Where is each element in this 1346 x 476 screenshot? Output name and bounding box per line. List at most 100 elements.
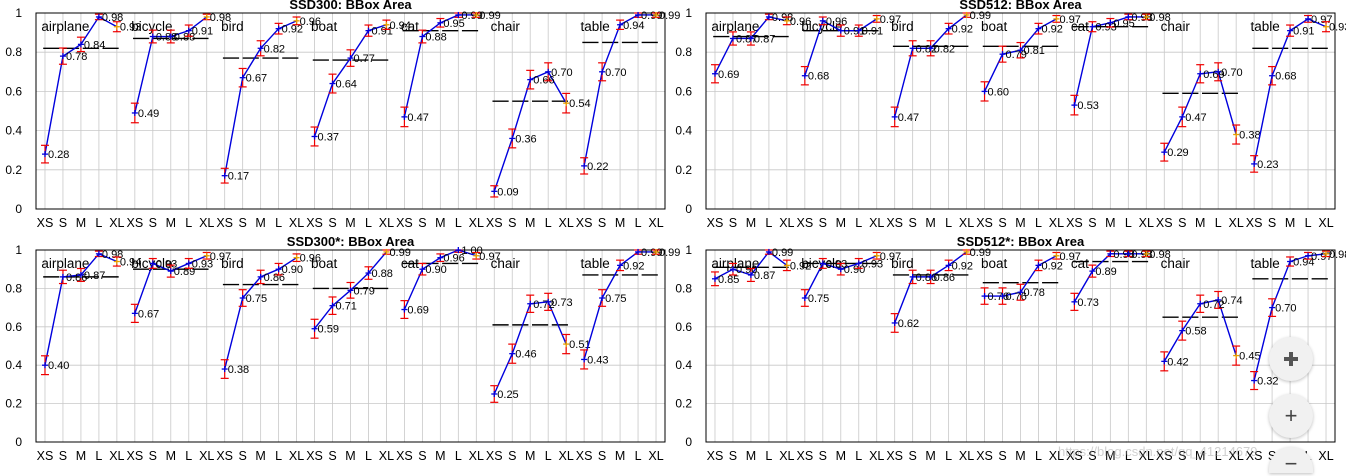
data-label: 0.36 [515, 133, 536, 145]
data-label: 0.43 [587, 354, 608, 366]
x-tick-label: L [1125, 449, 1132, 463]
x-tick-label: S [819, 216, 827, 230]
x-tick-label: XS [796, 449, 813, 463]
category-label: cat [1071, 19, 1089, 34]
category-label: chair [491, 256, 521, 271]
x-tick-label: S [238, 449, 246, 463]
data-label: 0.60 [988, 86, 1009, 98]
data-label: 0.98 [1131, 12, 1152, 24]
x-tick-label: M [166, 216, 176, 230]
x-tick-label: M [255, 449, 265, 463]
x-tick-label: M [746, 449, 756, 463]
data-label: 0.91 [192, 26, 213, 38]
data-label: 0.92 [282, 24, 303, 36]
data-label: 0.87 [754, 33, 775, 45]
x-tick-label: XL [959, 216, 974, 230]
x-tick-label: XL [469, 216, 484, 230]
y-tick-label: 0.2 [5, 397, 22, 411]
x-tick-label: XS [306, 216, 323, 230]
x-tick-label: L [945, 449, 952, 463]
x-tick-label: S [1268, 216, 1276, 230]
x-tick-label: S [819, 449, 827, 463]
x-tick-label: M [76, 216, 86, 230]
x-tick-label: XL [869, 216, 884, 230]
y-tick-label: 0.6 [675, 320, 692, 334]
x-tick-label: XL [1318, 216, 1333, 230]
data-label: 0.95 [1113, 18, 1134, 30]
data-label: 0.98 [1149, 249, 1170, 261]
x-tick-label: S [328, 216, 336, 230]
data-label: 0.99 [659, 10, 680, 22]
x-tick-label: XL [779, 216, 794, 230]
x-tick-label: XS [796, 216, 813, 230]
data-label: 0.96 [300, 16, 321, 28]
x-tick-label: S [508, 216, 516, 230]
x-tick-label: XS [976, 449, 993, 463]
data-label: 0.17 [228, 171, 249, 183]
category-label: cat [401, 19, 419, 34]
x-tick-label: XS [576, 216, 593, 230]
data-label: 0.98 [1113, 249, 1134, 261]
x-tick-label: M [615, 449, 625, 463]
data-label: 0.62 [898, 318, 919, 330]
data-label: 0.68 [1275, 71, 1296, 83]
data-label: 0.76 [988, 291, 1009, 303]
x-tick-label: XL [1318, 449, 1333, 463]
x-tick-label: L [765, 216, 772, 230]
x-tick-label: XS [707, 449, 724, 463]
data-label: 0.28 [48, 149, 69, 161]
x-tick-label: XL [559, 216, 574, 230]
y-tick-label: 0.4 [675, 358, 692, 372]
x-tick-label: L [1035, 449, 1042, 463]
x-tick-label: XS [126, 449, 143, 463]
zoom-in-button[interactable]: + [1269, 394, 1313, 438]
x-tick-label: XS [396, 216, 413, 230]
category-table: table 0.23 0.68 0.910.970.93 [1250, 14, 1346, 173]
y-tick-label: 0.6 [675, 84, 692, 98]
x-tick-label: L [545, 216, 552, 230]
x-tick-label: L [545, 449, 552, 463]
x-tick-label: L [1305, 216, 1312, 230]
x-tick-label: M [1015, 216, 1025, 230]
x-tick-label: XS [1156, 449, 1173, 463]
x-tick-label: L [945, 216, 952, 230]
x-tick-label: XL [109, 449, 124, 463]
x-tick-label: XS [1066, 216, 1083, 230]
data-label: 0.92 [623, 260, 644, 272]
x-tick-label: XS [886, 449, 903, 463]
plot-frame [705, 249, 1336, 443]
data-label: 0.79 [354, 285, 375, 297]
data-label: 0.74 [1221, 295, 1242, 307]
fit-screen-button[interactable] [1269, 337, 1313, 381]
x-tick-label: XS [486, 216, 503, 230]
data-label: 0.37 [318, 131, 339, 143]
data-label: 0.98 [102, 249, 123, 261]
data-label: 0.90 [425, 264, 446, 276]
x-tick-label: XS [707, 216, 724, 230]
category-label: boat [981, 19, 1008, 34]
data-label: 0.70 [1275, 303, 1296, 315]
x-tick-label: L [1035, 216, 1042, 230]
data-label: 0.86 [934, 272, 955, 284]
x-tick-label: L [185, 216, 192, 230]
x-tick-label: L [855, 216, 862, 230]
data-label: 0.70 [551, 67, 572, 79]
y-tick-label: 0.8 [5, 45, 22, 59]
data-label: 0.59 [318, 324, 339, 336]
data-label: 0.91 [862, 26, 883, 38]
y-tick-label: 0.8 [5, 281, 22, 295]
x-tick-label: S [418, 216, 426, 230]
data-label: 0.82 [264, 43, 285, 55]
x-tick-label: L [635, 449, 642, 463]
y-tick-label: 0.6 [5, 320, 22, 334]
y-tick-label: 1 [685, 6, 692, 20]
data-label: 0.75 [246, 293, 267, 305]
x-tick-label: L [635, 216, 642, 230]
data-label: 0.98 [210, 12, 231, 24]
x-tick-label: M [615, 216, 625, 230]
